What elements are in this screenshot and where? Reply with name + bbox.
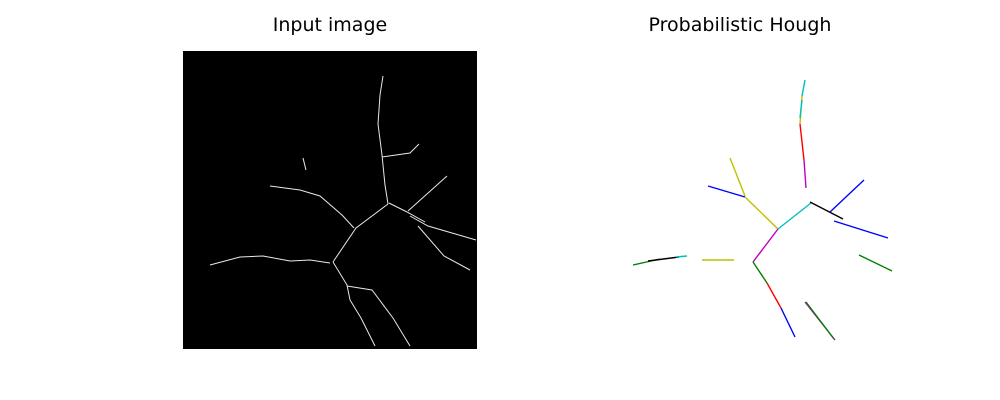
input-image-title: Input image — [272, 14, 388, 36]
edge-map — [209, 75, 477, 347]
line-segment — [752, 228, 779, 263]
line-segment — [675, 255, 688, 258]
hough-segments — [632, 79, 893, 341]
input-image-panel: Input image — [150, 0, 510, 400]
line-segment — [799, 99, 803, 119]
input-image-background — [183, 51, 477, 349]
line-segment — [829, 179, 865, 213]
line-segment — [766, 282, 782, 309]
line-segment — [647, 256, 680, 262]
edge-path — [302, 157, 307, 171]
edge-path — [332, 203, 389, 263]
line-segment — [780, 307, 796, 338]
edge-path — [332, 261, 376, 347]
edge-path — [409, 215, 477, 241]
line-segment — [805, 301, 835, 340]
edge-path — [209, 255, 331, 266]
probabilistic-hough-title: Probabilistic Hough — [648, 14, 832, 36]
line-segment — [858, 254, 893, 272]
edge-path — [381, 143, 420, 158]
input-image — [183, 51, 477, 349]
line-segment — [801, 79, 806, 97]
probabilistic-hough-panel: Probabilistic Hough — [560, 0, 920, 400]
line-segment — [752, 261, 768, 284]
edge-path — [417, 225, 471, 271]
edge-path — [269, 185, 355, 229]
line-segment — [803, 159, 807, 189]
edge-path — [388, 202, 426, 223]
line-segment — [777, 202, 812, 230]
line-segment — [744, 196, 779, 230]
line-segment — [799, 123, 805, 161]
line-segment — [833, 220, 889, 239]
line-segment — [707, 185, 746, 198]
edge-path — [407, 175, 448, 212]
edge-path — [377, 75, 389, 205]
line-segment — [809, 201, 844, 220]
line-segment — [729, 157, 746, 197]
edge-path — [346, 285, 411, 347]
